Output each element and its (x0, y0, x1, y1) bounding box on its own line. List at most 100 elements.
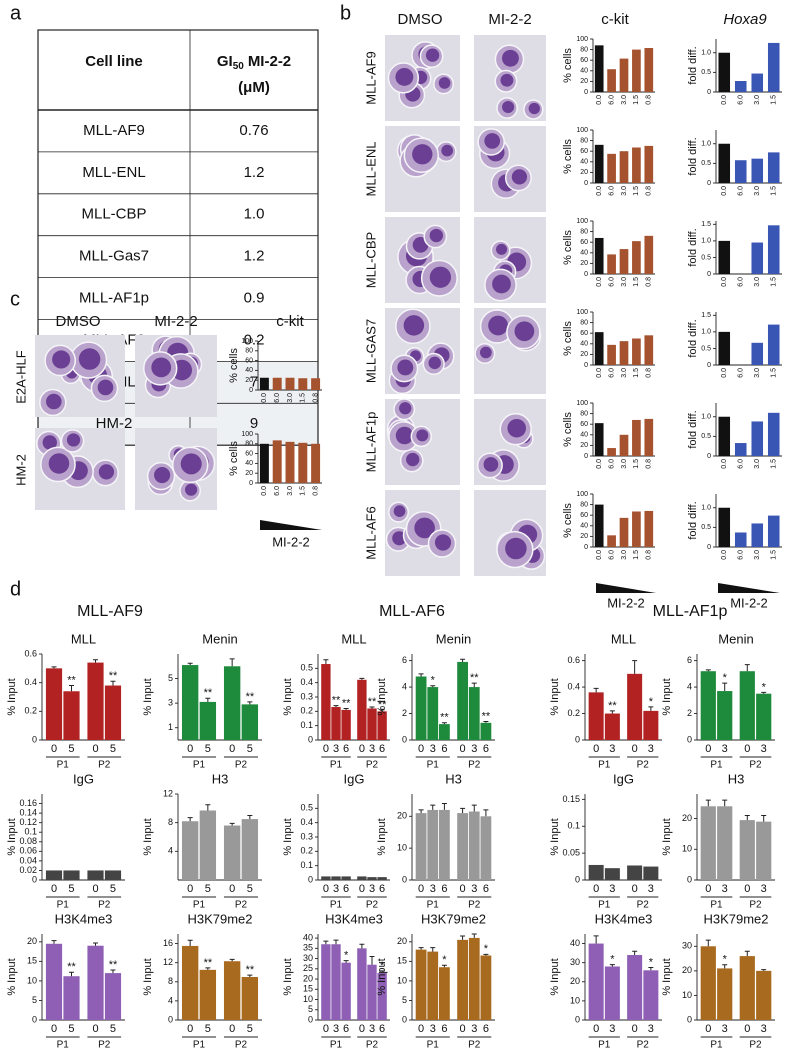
error-bar (632, 660, 638, 674)
bar (767, 152, 780, 183)
y-tick-label: 0 (308, 874, 313, 884)
x-tick-label: 3 (648, 1023, 654, 1035)
error-bar (51, 666, 57, 669)
bar (594, 423, 604, 456)
error-bar (110, 969, 116, 974)
y-tick-label: 0.5 (701, 254, 711, 261)
x-tick-label: 1.5 (300, 486, 307, 496)
nucleus (484, 133, 501, 149)
nucleus (429, 228, 443, 243)
bar (700, 671, 716, 740)
y-tick-label: 0.3 (300, 691, 313, 701)
x-tick-label: 0.0 (721, 368, 728, 378)
y-tick-label: 60 (580, 148, 588, 155)
bar (643, 866, 659, 880)
error-bar (744, 815, 750, 821)
error-bar (379, 709, 385, 712)
x-tick-label: 3 (761, 743, 767, 755)
y-axis-label: % Input (142, 678, 154, 715)
y-tick-label: 12 (163, 788, 173, 798)
error-bar (705, 799, 711, 807)
row-label: MLL-AF9 (363, 51, 378, 104)
x-tick-label: 0 (460, 1023, 466, 1035)
y-tick-label: 0.1 (24, 827, 37, 837)
x-tick-label: 6 (343, 743, 349, 755)
group-label: P1 (710, 1040, 723, 1050)
x-tick-label: 0.8 (312, 393, 319, 403)
bar (734, 443, 747, 456)
y-tick-label: 10 (570, 995, 580, 1005)
bar (619, 341, 629, 365)
x-tick-label: 0 (460, 743, 466, 755)
error-bar (93, 659, 99, 663)
x-tick-label: 0.0 (721, 550, 728, 560)
y-tick-label: 10 (397, 975, 407, 985)
y-tick-label: 60 (245, 450, 253, 457)
y-tick-label: 0 (584, 180, 588, 187)
x-tick-label: 5 (110, 883, 116, 895)
error-bar (648, 706, 654, 711)
error-bar (483, 953, 489, 956)
y-tick-label: 40 (303, 932, 313, 942)
bar (644, 48, 654, 92)
error-bar (761, 815, 767, 822)
error-bar (705, 939, 711, 947)
column-header: c-kit (601, 11, 629, 28)
y-axis-label: % cells (562, 230, 574, 265)
y-tick-label: 0.6 (567, 655, 580, 665)
y-tick-label: 0.4 (24, 677, 37, 687)
y-axis-label: % cells (562, 139, 574, 174)
y-tick-label: 5 (32, 995, 37, 1005)
bar (63, 976, 80, 1020)
significance: ** (246, 964, 255, 976)
row-label: MLL-ENL (363, 142, 378, 197)
nucleus (52, 350, 71, 369)
y-tick-label: 60 (580, 512, 588, 519)
x-tick-label: 5 (247, 883, 253, 895)
gradient-wedge (596, 583, 656, 593)
significance: ** (368, 696, 377, 708)
bar (607, 344, 616, 365)
bar (644, 510, 654, 547)
x-tick-label: 3 (648, 883, 654, 895)
bar (104, 973, 122, 1020)
nucleus (395, 67, 414, 86)
bar (739, 671, 755, 740)
x-tick-label: 6.0 (608, 277, 615, 287)
x-tick-label: 6.0 (738, 550, 745, 560)
y-tick-label: 0.2 (300, 706, 313, 716)
bar (739, 956, 755, 1020)
y-tick-label: 60 (580, 239, 588, 246)
gi50-value: 1.2 (244, 164, 265, 181)
x-tick-label: 3 (761, 1023, 767, 1035)
significance: * (723, 672, 728, 684)
y-tick-label: 15 (397, 956, 407, 966)
group-label: P2 (749, 760, 762, 771)
y-axis-label: % cells (228, 441, 240, 476)
bar (619, 434, 629, 456)
x-tick-label: 3.0 (621, 459, 628, 469)
error-bar (441, 803, 447, 810)
y-tick-label: 0 (707, 544, 711, 551)
panel-label: c (10, 288, 20, 310)
x-tick-label: 6.0 (608, 186, 615, 196)
bar (87, 662, 104, 740)
significance: * (484, 943, 489, 955)
significance: ** (67, 961, 76, 973)
y-axis-label: % cells (562, 412, 574, 447)
bar (45, 870, 63, 880)
x-tick-label: 3 (430, 743, 436, 755)
nucleus (505, 537, 527, 560)
x-tick-label: 0 (359, 1023, 365, 1035)
bar (457, 939, 468, 1020)
x-tick-label: 3.0 (754, 277, 761, 287)
nucleus (154, 466, 171, 484)
error-bar (343, 707, 349, 710)
y-tick-label: 4 (402, 681, 407, 691)
panel-label: a (10, 2, 22, 24)
error-bar (333, 939, 339, 945)
y-tick-label: 0 (707, 453, 711, 460)
nucleus (507, 418, 526, 438)
bar (457, 813, 468, 880)
y-tick-label: 30 (570, 957, 580, 967)
